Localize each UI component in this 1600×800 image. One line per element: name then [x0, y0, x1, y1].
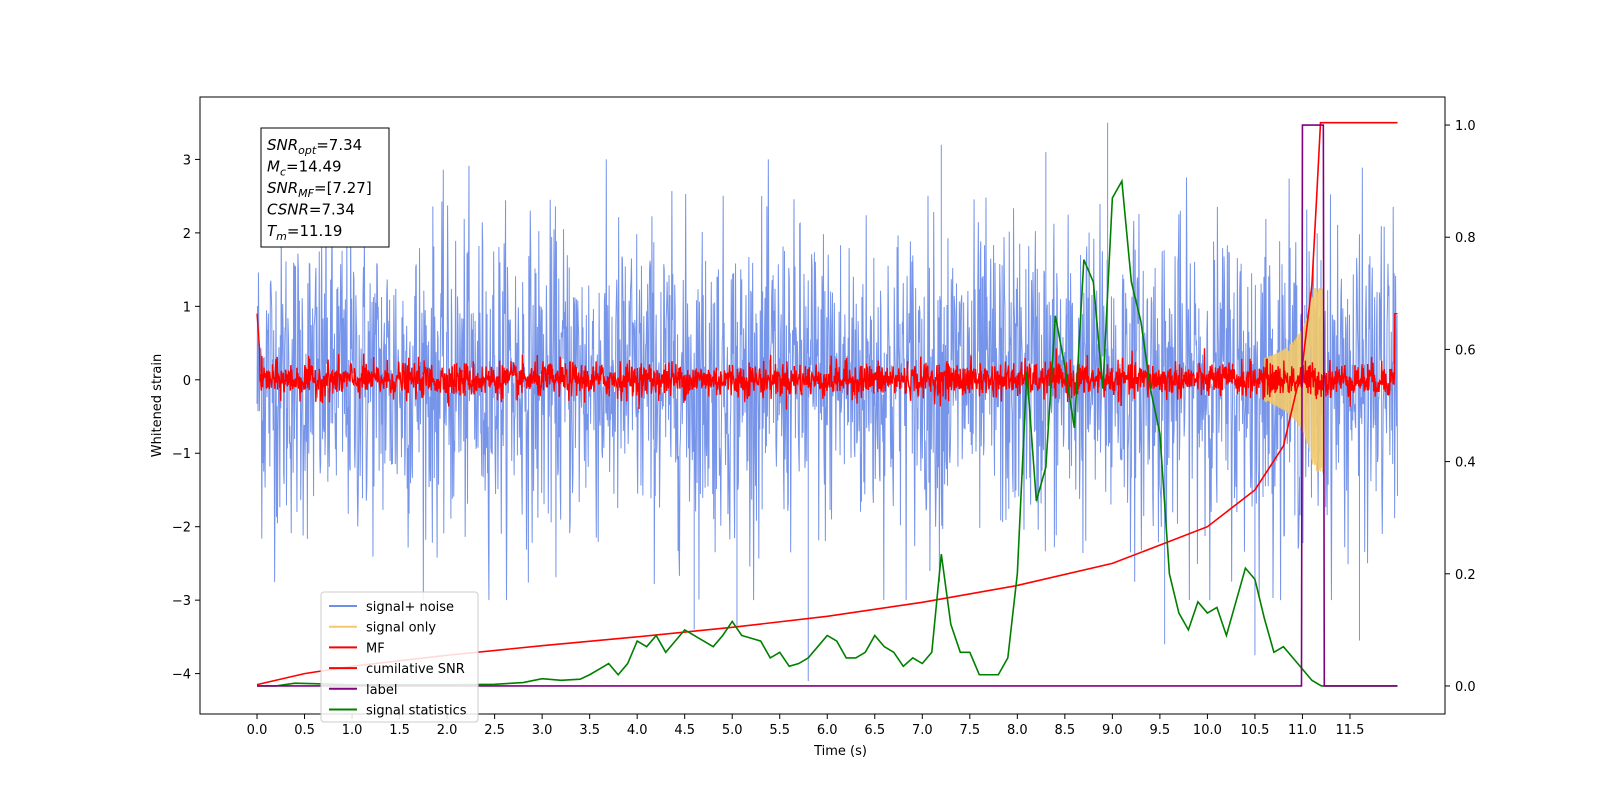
annotation-line: CSNR=7.34 — [267, 201, 355, 219]
legend-label: cumilative SNR — [366, 662, 465, 677]
y2-tick-label: 0.6 — [1455, 343, 1476, 358]
y2-tick-label: 1.0 — [1455, 119, 1476, 134]
annotation-line: SNRopt=7.34 — [267, 136, 362, 157]
annotation-box: SNRopt=7.34Mc=14.49SNRMF=[7.27]CSNR=7.34… — [260, 127, 390, 248]
x-tick-label: 4.5 — [674, 723, 695, 738]
x-tick-label: 2.5 — [484, 723, 505, 738]
legend-label: label — [366, 683, 397, 698]
legend-label: MF — [366, 641, 385, 656]
x-tick-label: 6.5 — [864, 723, 885, 738]
annotation-line: Mc=14.49 — [267, 158, 342, 179]
plot-frame — [199, 96, 1446, 715]
y-tick-label: −2 — [172, 521, 191, 536]
legend-frame — [320, 591, 479, 723]
legend-label: signal only — [366, 621, 436, 636]
x-tick-label: 8.5 — [1055, 723, 1076, 738]
x-tick-label: 10.5 — [1240, 723, 1269, 738]
y-tick-label: −1 — [172, 447, 191, 462]
legend-label: signal+ noise — [366, 600, 454, 615]
x-tick-label: 7.0 — [912, 723, 933, 738]
x-tick-label: 5.0 — [722, 723, 743, 738]
y-tick-label: 3 — [183, 153, 191, 168]
y-axis-label: Whitened strain — [150, 354, 165, 457]
legend: signal+ noise signal only MF cumilative SNR… — [320, 591, 479, 723]
x-tick-label: 1.5 — [389, 723, 410, 738]
x-axis-label: Time (s) — [813, 744, 867, 759]
x-tick-label: 1.0 — [342, 723, 363, 738]
x-tick-label: 6.0 — [817, 723, 838, 738]
y2-tick-label: 0.0 — [1455, 680, 1476, 695]
y2-tick-label: 0.8 — [1455, 231, 1476, 246]
x-tick-label: 9.5 — [1150, 723, 1171, 738]
x-tick-label: 0.0 — [247, 723, 268, 738]
series-signal-only — [1263, 287, 1324, 472]
legend-label: signal statistics — [366, 704, 467, 719]
x-tick-label: 3.0 — [532, 723, 553, 738]
annotation-frame — [260, 127, 390, 248]
series-signal-statistics — [257, 178, 1398, 687]
y-tick-label: −4 — [172, 668, 191, 683]
y2-tick-label: 0.4 — [1455, 456, 1476, 471]
x-tick-label: 4.0 — [627, 723, 648, 738]
axes: 0.0 0.5 1.0 1.5 2.0 2.5 3.0 3.5 4.0 4.5 5.0 5.5 6.0 6… — [150, 96, 1476, 759]
y-tick-label: 2 — [183, 227, 191, 242]
y-tick-label: 0 — [183, 374, 191, 389]
x-tick-label: 3.5 — [579, 723, 600, 738]
series-label — [257, 124, 1398, 687]
x-tick-label: 0.5 — [294, 723, 315, 738]
x-tick-label: 10.0 — [1193, 723, 1222, 738]
x-tick-label: 11.5 — [1335, 723, 1364, 738]
annotation-line: SNRMF=[7.27] — [267, 179, 372, 200]
series-mf — [256, 312, 1398, 410]
y2-tick-label: 0.2 — [1455, 568, 1476, 583]
x-tick-label: 7.5 — [959, 723, 980, 738]
x-tick-label: 8.0 — [1007, 723, 1028, 738]
y-tick-label: −3 — [172, 594, 191, 609]
x-tick-label: 11.0 — [1288, 723, 1317, 738]
x-tick-label: 2.0 — [437, 723, 458, 738]
x-tick-label: 9.0 — [1102, 723, 1123, 738]
x-tick-label: 5.5 — [769, 723, 790, 738]
y-tick-label: 1 — [183, 300, 191, 315]
annotation-line: Tm=11.19 — [267, 222, 342, 243]
